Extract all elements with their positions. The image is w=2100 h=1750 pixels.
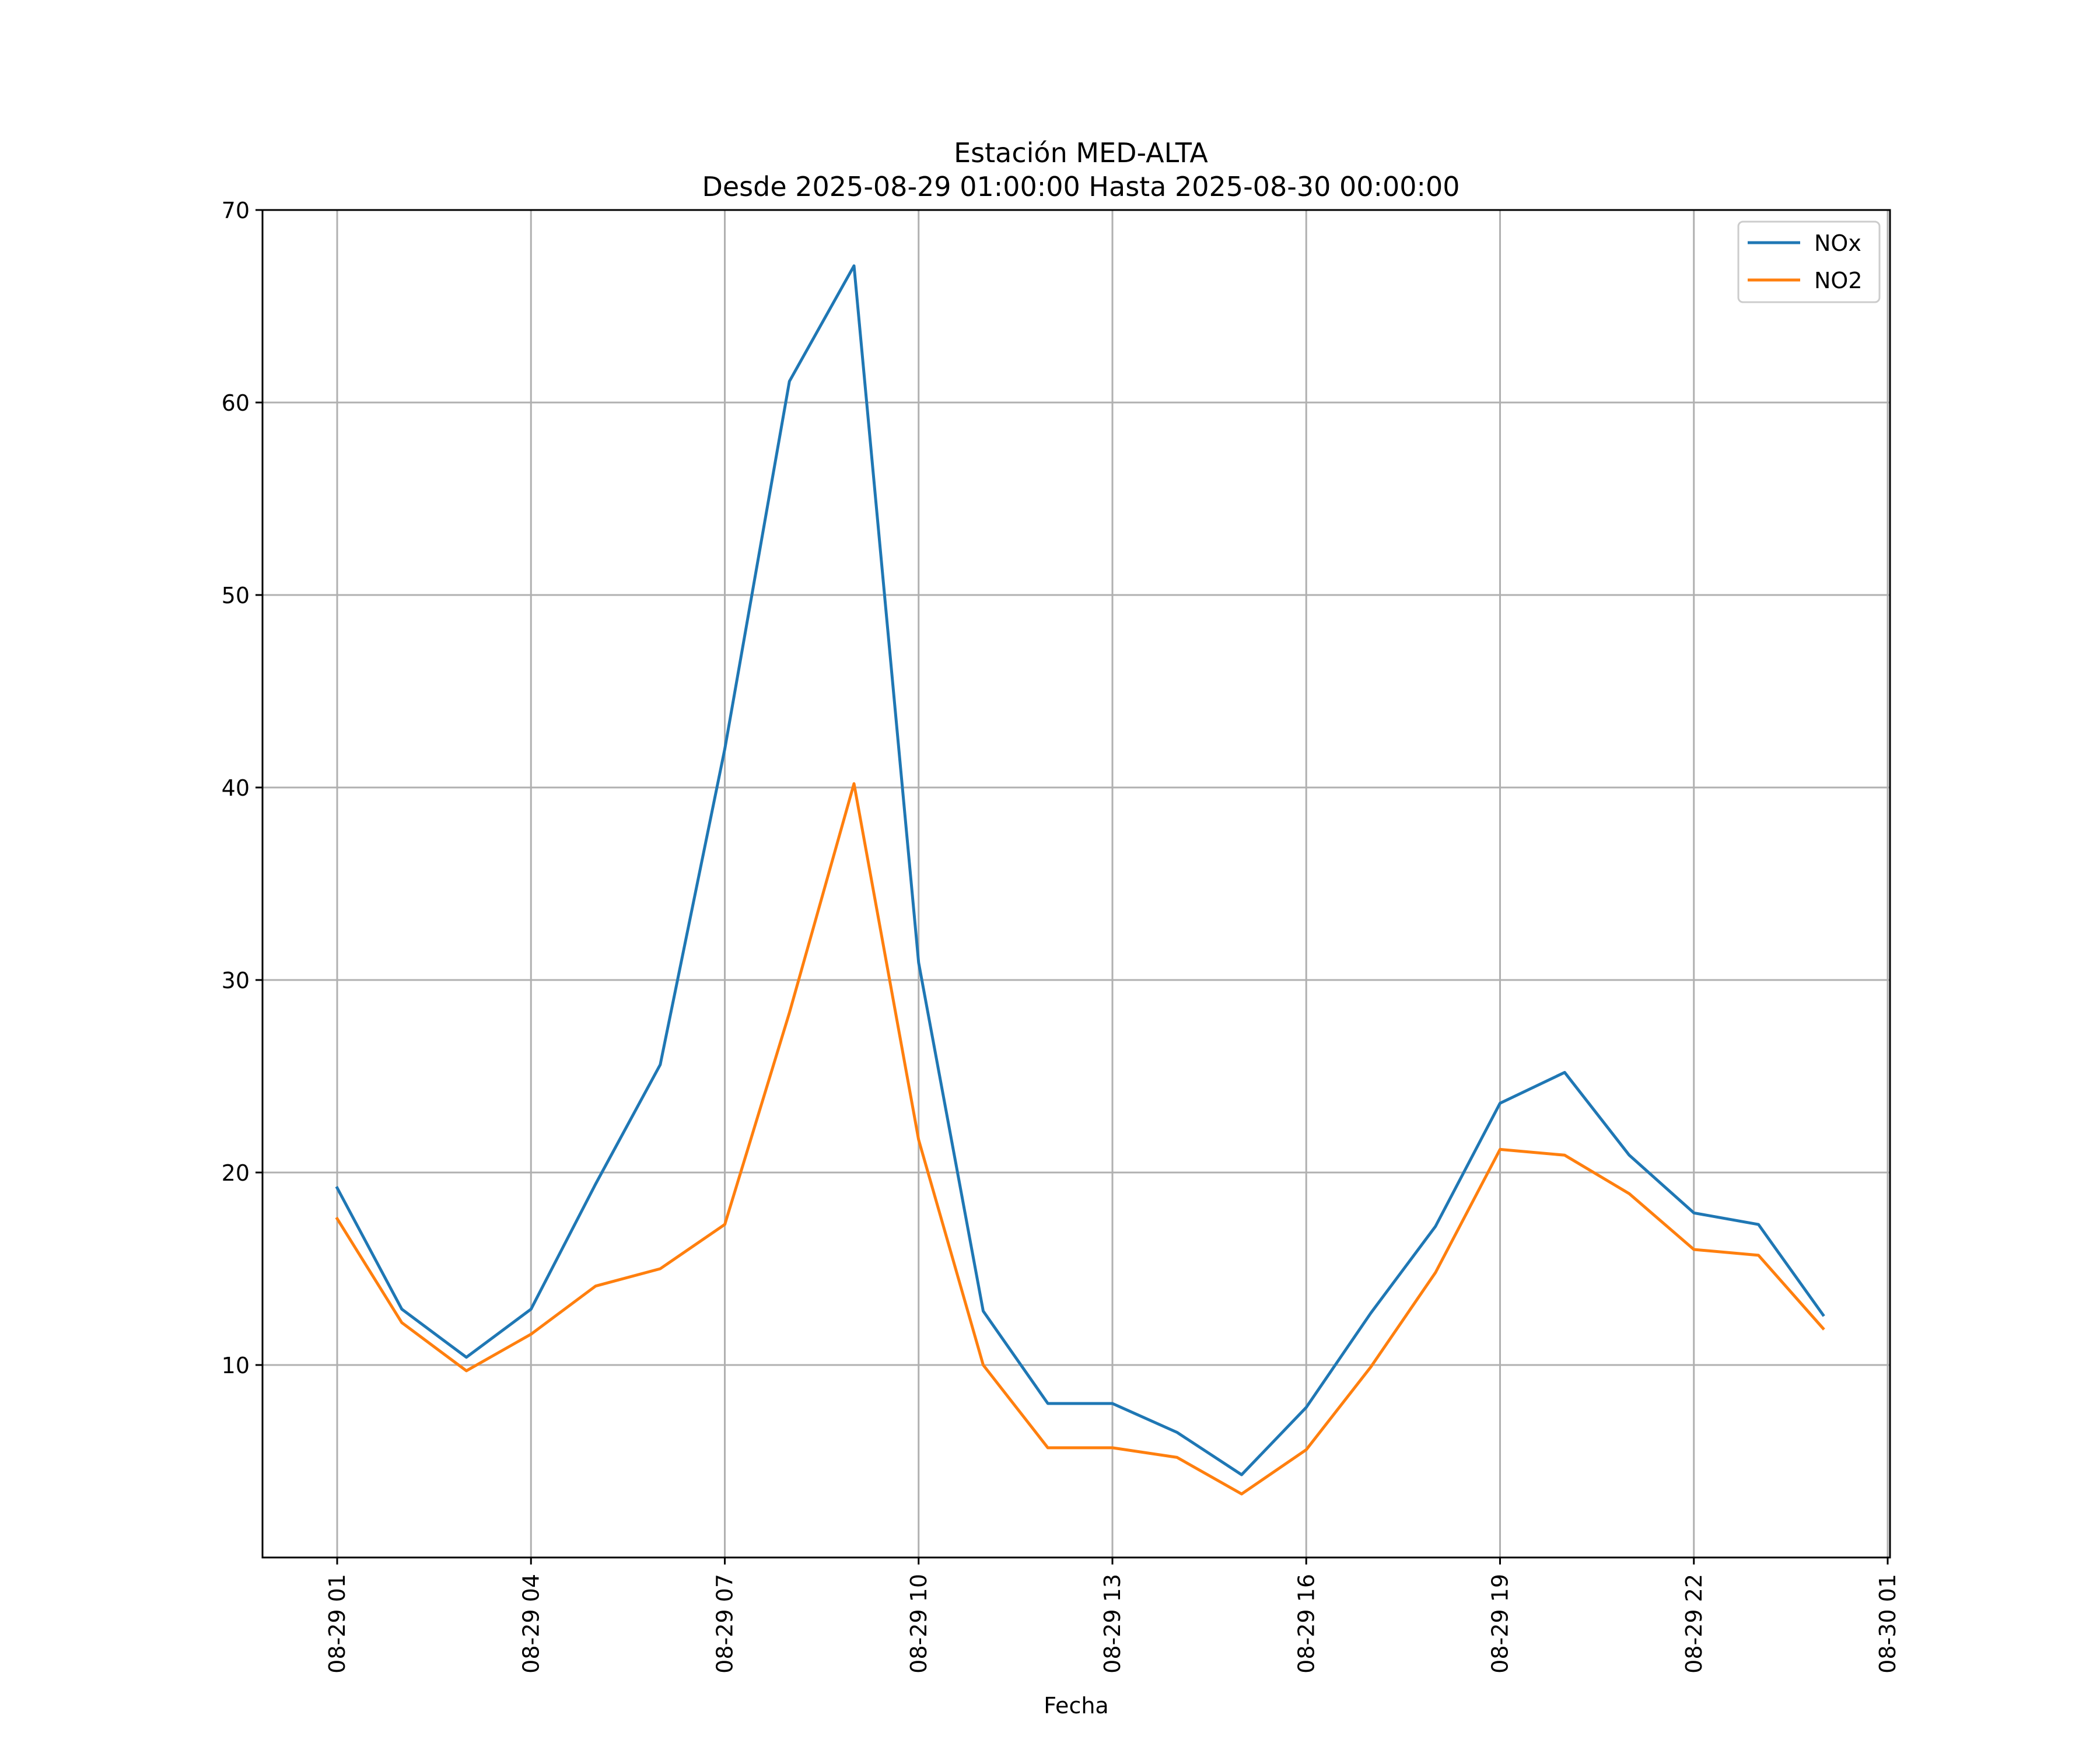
grid-lines — [262, 209, 1890, 1558]
plot-area-frame — [261, 209, 1891, 1559]
legend: NOx NO2 — [1737, 220, 1881, 303]
series-line-nox — [335, 264, 1825, 1476]
x-tick-label: 08-29 19 — [1488, 1574, 1513, 1674]
y-axis: 10 20 30 40 50 60 70 — [222, 198, 262, 1378]
y-tick-label: 40 — [222, 775, 250, 801]
x-tick-label: 08-29 22 — [1681, 1574, 1707, 1674]
series-lines — [335, 264, 1825, 1496]
y-tick-label: 10 — [222, 1353, 250, 1378]
y-tick-label: 60 — [222, 390, 250, 416]
y-tick-label: 50 — [222, 583, 250, 608]
x-axis-label: Fecha — [1044, 1693, 1108, 1718]
x-tick-label: 08-29 01 — [324, 1574, 350, 1674]
x-tick-label: 08-29 16 — [1293, 1574, 1319, 1674]
y-tick-label: 20 — [222, 1160, 250, 1186]
x-axis: 08-29 01 08-29 04 08-29 07 08-29 10 08-29 13… — [324, 1558, 1901, 1674]
x-tick-label: 08-29 04 — [518, 1574, 544, 1674]
y-tick-label: 30 — [222, 968, 250, 993]
chart-subtitle: Desde 2025-08-29 01:00:00 Hasta 2025-08-… — [702, 171, 1460, 202]
x-tick-label: 08-30 01 — [1875, 1574, 1901, 1674]
legend-label-no2: NO2 — [1814, 268, 1863, 293]
legend-label-nox: NOx — [1814, 230, 1861, 256]
x-tick-label: 08-29 13 — [1100, 1574, 1125, 1674]
series-line-no2 — [335, 782, 1825, 1496]
x-tick-label: 08-29 10 — [906, 1574, 932, 1674]
y-tick-label: 70 — [222, 198, 250, 223]
x-tick-label: 08-29 07 — [712, 1574, 738, 1674]
chart-title: Estación MED-ALTA — [954, 137, 1208, 169]
